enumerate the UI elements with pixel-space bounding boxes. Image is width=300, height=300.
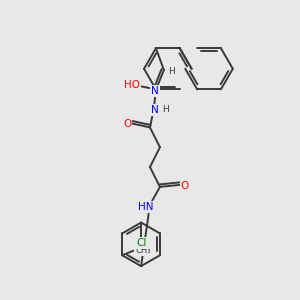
Text: HN: HN <box>138 202 154 212</box>
Text: HO: HO <box>124 80 140 90</box>
Text: O: O <box>123 119 131 130</box>
Text: H: H <box>168 68 175 76</box>
Text: H: H <box>163 105 169 114</box>
Text: CH₃: CH₃ <box>135 246 151 255</box>
Text: O: O <box>181 181 189 191</box>
Text: N: N <box>151 105 159 115</box>
Text: Cl: Cl <box>136 238 146 248</box>
Text: N: N <box>151 86 159 96</box>
